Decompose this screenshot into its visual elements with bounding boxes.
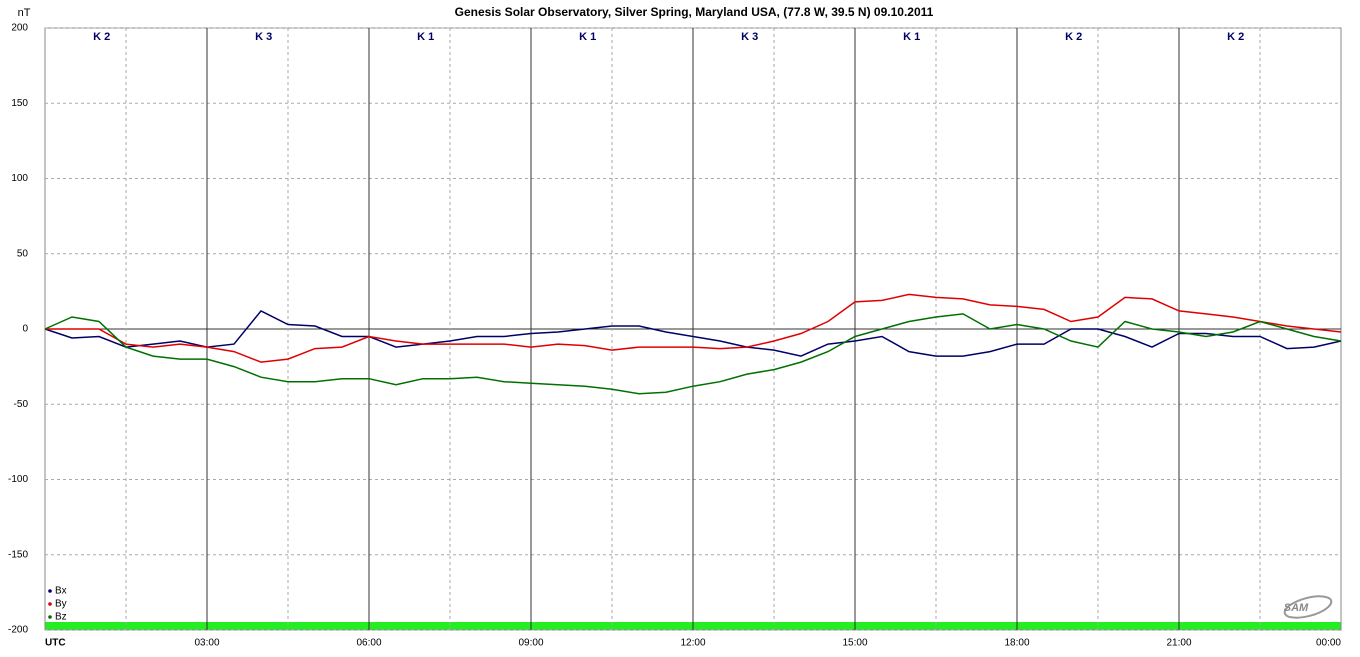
legend-label: By [55,599,67,610]
k-index-label: K 3 [741,31,758,43]
x-tick-label: 21:00 [1166,638,1191,649]
k-index-label: K 1 [903,31,920,43]
x-tick-label: UTC [45,638,66,649]
x-tick-label: 03:00 [194,638,219,649]
series-line [44,309,1342,357]
k-index-label: K 2 [1065,31,1082,43]
legend-label: Bx [55,586,67,597]
y-tick-label: 0 [22,324,28,335]
logo-text: SAM [1284,602,1309,614]
y-tick-label: 50 [17,248,29,259]
y-tick-label: -100 [8,474,28,485]
series-line [44,313,1342,395]
y-tick-label: 150 [11,98,28,109]
y-tick-label: -150 [8,549,28,560]
logo: SAM [1283,595,1333,619]
k-index-label: K 1 [417,31,434,43]
x-tick-label: 12:00 [680,638,705,649]
x-tick-label: 06:00 [356,638,381,649]
k-index-label: K 3 [255,31,272,43]
y-tick-label: -200 [8,625,28,636]
y-axis-label: nT [18,7,31,19]
k-index-label: K 1 [579,31,596,43]
y-tick-label: 200 [11,23,28,34]
x-tick-label: 00:00 [1316,638,1341,649]
chart-title: Genesis Solar Observatory, Silver Spring… [455,5,934,19]
k-index-label: K 2 [93,31,110,43]
x-tick-label: 18:00 [1004,638,1029,649]
x-tick-label: 09:00 [518,638,543,649]
legend-marker [48,615,52,619]
x-tick-label: 15:00 [842,638,867,649]
k-index-label: K 2 [1227,31,1244,43]
legend-label: Bz [55,612,67,623]
y-tick-label: 100 [11,173,28,184]
series-line [45,293,1342,363]
legend-marker [48,589,52,593]
y-tick-label: -50 [14,399,29,410]
legend-marker [48,602,52,606]
